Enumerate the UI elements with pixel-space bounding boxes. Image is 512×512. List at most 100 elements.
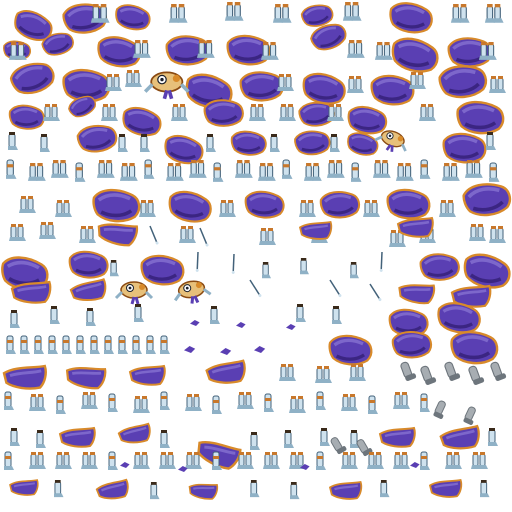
cape-fragment: [91, 188, 141, 223]
boot-pair: [298, 199, 317, 218]
cape-fragment: [58, 426, 97, 449]
cape-fragment: [436, 60, 491, 103]
boot-pair: [315, 451, 327, 471]
boot-pair: [366, 451, 385, 470]
single-boot: [9, 427, 21, 447]
boot-pair: [132, 395, 151, 414]
single-boot: [485, 131, 497, 151]
cape-fragment: [68, 277, 109, 304]
cape-fragment: [119, 104, 165, 140]
boot-pair: [263, 393, 275, 413]
boot-pair: [392, 391, 411, 410]
boot-pair: [441, 162, 461, 182]
cape-fragment: [74, 120, 121, 157]
single-boot: [131, 335, 143, 355]
boot-pair: [100, 103, 119, 122]
single-boot: [261, 261, 272, 279]
cape-fragment: [95, 218, 140, 249]
cape-fragment: [369, 74, 416, 107]
boot-pair: [132, 451, 151, 470]
cape-fragment: [68, 250, 110, 280]
boot-pair: [143, 159, 156, 180]
cape-fragment: [390, 328, 434, 362]
boot-pair: [340, 451, 359, 470]
cape-fragment: [95, 34, 143, 70]
cape-fragment: [187, 480, 219, 501]
single-boot: [319, 427, 331, 447]
boot-pair: [96, 159, 116, 179]
single-boot: [89, 335, 101, 355]
boot-pair: [346, 39, 366, 59]
boot-pair: [107, 451, 119, 471]
boot-pair: [257, 162, 277, 182]
single-boot: [295, 303, 307, 323]
single-boot: [329, 133, 341, 153]
gray-boot: [432, 399, 450, 421]
cape-fragment: [63, 362, 108, 392]
single-boot: [35, 429, 47, 449]
cape-fragment: [230, 130, 268, 157]
debris-chip: [190, 320, 200, 326]
gray-boot: [462, 405, 480, 427]
debris-chip: [286, 324, 296, 330]
cape-fragment: [396, 216, 435, 239]
boot-pair: [54, 451, 73, 470]
single-boot: [487, 427, 499, 447]
cape-fragment: [441, 132, 488, 165]
boot-pair: [488, 162, 501, 183]
staff-stick: [376, 251, 389, 274]
boot-pair: [419, 451, 431, 471]
cape-fragment: [327, 334, 374, 367]
cape-fragment: [345, 104, 389, 137]
cape-fragment: [455, 100, 505, 135]
boot-pair: [104, 73, 123, 92]
boot-pair: [80, 451, 99, 470]
boot-pair: [340, 393, 359, 412]
single-boot: [205, 133, 217, 153]
boot-pair: [27, 162, 47, 182]
cape-fragment: [8, 478, 39, 497]
cape-fragment: [238, 68, 286, 104]
boot-pair: [272, 3, 293, 24]
cape-fragment: [299, 70, 349, 108]
single-boot: [349, 261, 360, 279]
boot-pair: [408, 71, 427, 90]
boot-pair: [419, 159, 432, 180]
staff-stick: [192, 251, 205, 274]
boot-pair: [248, 103, 267, 122]
cape-fragment: [388, 34, 442, 77]
boot-pair: [138, 199, 157, 218]
boot-pair: [258, 227, 277, 246]
single-boot: [39, 133, 51, 153]
single-boot: [5, 335, 17, 355]
debris-chip: [410, 462, 420, 468]
cape-fragment: [8, 104, 46, 131]
boot-pair: [224, 1, 245, 22]
staff-stick: [199, 226, 210, 248]
debris-chip: [220, 348, 232, 355]
cape-fragment: [438, 424, 482, 452]
single-boot: [379, 479, 390, 498]
boot-pair: [303, 162, 323, 182]
cape-fragment: [344, 130, 381, 159]
single-boot: [289, 481, 300, 500]
boot-pair: [260, 41, 280, 61]
single-boot: [331, 305, 343, 325]
cape-fragment: [318, 188, 362, 222]
staff-stick: [149, 224, 160, 246]
boot-pair: [212, 162, 225, 183]
boot-pair: [74, 162, 87, 183]
cape-fragment: [94, 478, 131, 502]
boot-pair: [211, 395, 223, 415]
single-boot: [133, 303, 145, 323]
cape-fragment: [378, 426, 417, 449]
cape-fragment: [385, 188, 432, 221]
boot-pair: [78, 225, 97, 244]
staff-stick: [369, 281, 383, 304]
cape-fragment: [165, 188, 215, 226]
boot-pair: [342, 1, 363, 22]
boot-pair: [42, 103, 61, 122]
boot-pair: [314, 365, 333, 384]
gray-boot: [329, 434, 348, 456]
